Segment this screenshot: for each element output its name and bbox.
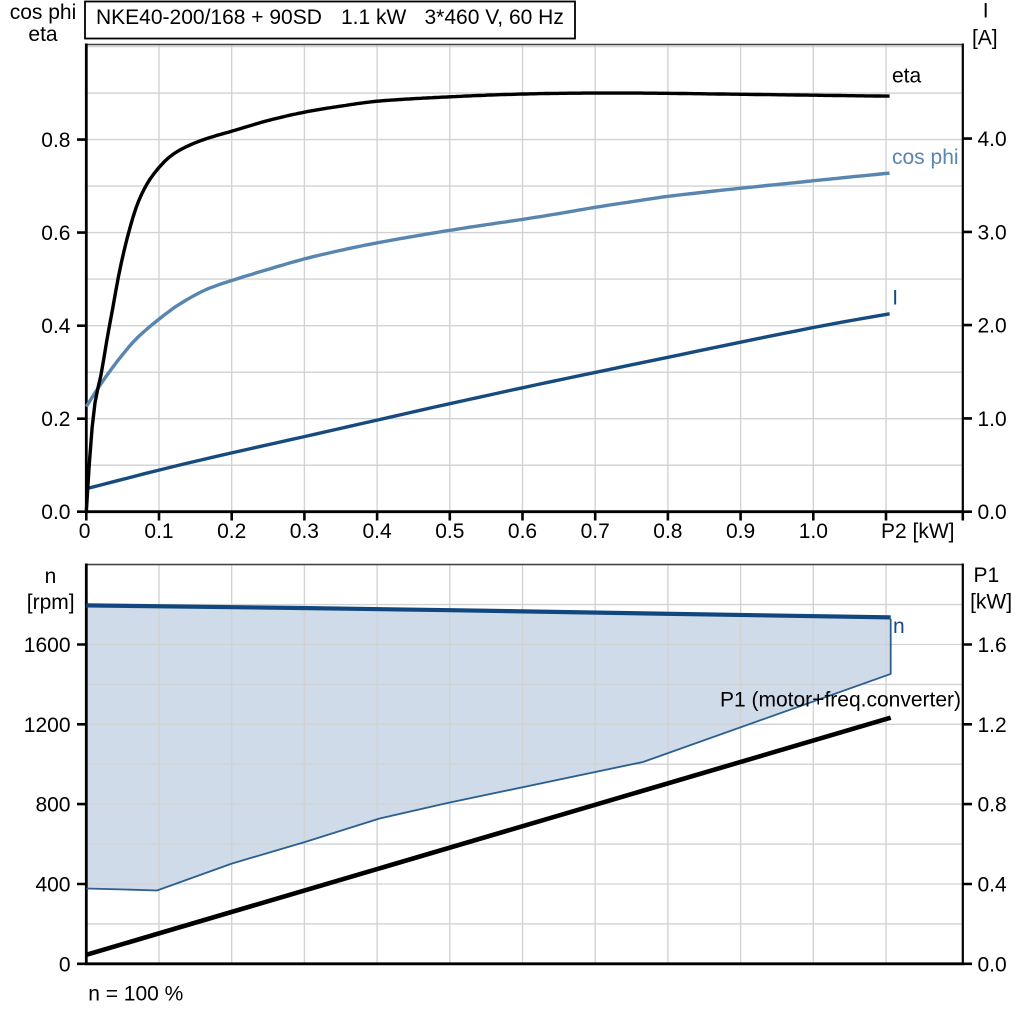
svg-text:I: I xyxy=(892,287,898,310)
svg-text:0.4: 0.4 xyxy=(978,874,1008,897)
svg-text:n: n xyxy=(893,615,905,638)
svg-text:cos phi: cos phi xyxy=(892,146,959,169)
svg-text:1.0: 1.0 xyxy=(978,408,1007,431)
svg-text:0.0: 0.0 xyxy=(978,501,1007,524)
svg-text:P2 [kW]: P2 [kW] xyxy=(881,520,955,543)
svg-text:P1: P1 xyxy=(974,564,1000,587)
svg-text:0.8: 0.8 xyxy=(978,794,1007,817)
svg-text:0.4: 0.4 xyxy=(41,315,71,338)
svg-text:1200: 1200 xyxy=(24,714,71,737)
svg-text:800: 800 xyxy=(35,794,70,817)
svg-text:eta: eta xyxy=(892,65,922,88)
svg-text:0.2: 0.2 xyxy=(217,520,246,543)
svg-text:0.4: 0.4 xyxy=(362,520,392,543)
svg-text:n = 100 %: n = 100 % xyxy=(88,982,183,1005)
svg-text:P1 (motor+freq.converter): P1 (motor+freq.converter) xyxy=(720,688,961,711)
svg-text:0.8: 0.8 xyxy=(41,129,70,152)
svg-text:0: 0 xyxy=(59,953,71,976)
svg-text:0.5: 0.5 xyxy=(435,520,464,543)
svg-text:0.3: 0.3 xyxy=(290,520,319,543)
svg-text:0.0: 0.0 xyxy=(978,953,1007,976)
svg-text:0.9: 0.9 xyxy=(726,520,755,543)
svg-text:0.7: 0.7 xyxy=(581,520,610,543)
svg-text:0.2: 0.2 xyxy=(41,408,70,431)
svg-text:1.6: 1.6 xyxy=(978,634,1007,657)
svg-text:I: I xyxy=(983,0,989,23)
svg-text:n: n xyxy=(45,565,57,588)
svg-text:0.8: 0.8 xyxy=(653,520,682,543)
svg-text:4.0: 4.0 xyxy=(978,128,1007,151)
svg-text:0.6: 0.6 xyxy=(41,222,70,245)
svg-text:[rpm]: [rpm] xyxy=(27,591,75,614)
svg-text:cos phi: cos phi xyxy=(10,1,77,24)
svg-text:1600: 1600 xyxy=(24,634,71,657)
svg-text:1.0: 1.0 xyxy=(799,520,828,543)
svg-text:[kW]: [kW] xyxy=(970,591,1012,614)
svg-text:3.0: 3.0 xyxy=(978,221,1007,244)
svg-text:1.2: 1.2 xyxy=(978,714,1007,737)
svg-text:0.0: 0.0 xyxy=(41,501,70,524)
svg-text:0: 0 xyxy=(79,520,91,543)
svg-text:400: 400 xyxy=(35,874,70,897)
svg-text:2.0: 2.0 xyxy=(978,315,1007,338)
svg-text:[A]: [A] xyxy=(972,27,998,50)
svg-text:0.1: 0.1 xyxy=(144,520,173,543)
svg-text:NKE40-200/168 + 90SD: NKE40-200/168 + 90SD xyxy=(96,6,322,29)
svg-text:eta: eta xyxy=(28,23,58,46)
svg-text:3*460 V, 60 Hz: 3*460 V, 60 Hz xyxy=(425,6,564,29)
svg-text:0.6: 0.6 xyxy=(508,520,537,543)
svg-text:1.1 kW: 1.1 kW xyxy=(341,6,407,29)
